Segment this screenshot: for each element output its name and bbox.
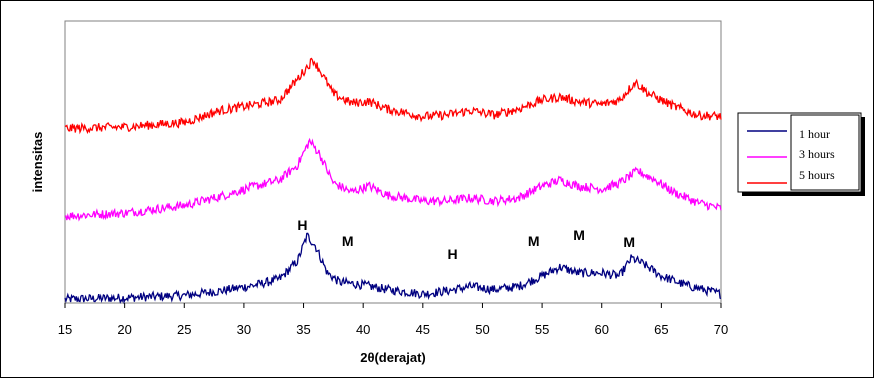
series-line-3-hours — [64, 137, 722, 222]
series-line-5-hours — [64, 57, 722, 135]
x-tick-label: 60 — [594, 322, 608, 337]
legend-label-3-hours: 3 hours — [799, 147, 835, 161]
peak-label: M — [528, 233, 540, 249]
x-tick-label: 15 — [58, 322, 72, 337]
x-axis: 15 20 25 30 35 40 45 50 55 60 65 70 — [58, 303, 728, 337]
peak-label: H — [297, 217, 307, 233]
x-tick-label: 20 — [117, 322, 131, 337]
x-tick-label: 45 — [416, 322, 430, 337]
x-tick-label: 30 — [237, 322, 251, 337]
x-tick-label: 25 — [177, 322, 191, 337]
y-axis-title: intensitas — [30, 132, 45, 193]
series-line-1-hour — [64, 232, 722, 305]
x-tick-label: 55 — [535, 322, 549, 337]
legend: 1 hour 3 hours 5 hours — [737, 112, 865, 196]
legend-label-box — [790, 114, 860, 191]
peak-label: M — [342, 233, 354, 249]
x-tick-label: 40 — [356, 322, 370, 337]
legend-label-1-hour: 1 hour — [799, 127, 830, 141]
peak-label: M — [573, 227, 585, 243]
legend-label-5-hours: 5 hours — [799, 168, 835, 182]
x-tick-label: 50 — [475, 322, 489, 337]
plot-area — [64, 20, 722, 304]
peak-label: H — [448, 246, 458, 262]
x-tick-label: 70 — [714, 322, 728, 337]
x-axis-title: 2θ(derajat) — [360, 350, 426, 365]
peak-label: M — [623, 234, 635, 250]
peak-annotations: H M H M M M — [297, 217, 635, 262]
x-tick-label: 35 — [296, 322, 310, 337]
x-tick-label: 65 — [654, 322, 668, 337]
series-traces — [64, 57, 722, 305]
